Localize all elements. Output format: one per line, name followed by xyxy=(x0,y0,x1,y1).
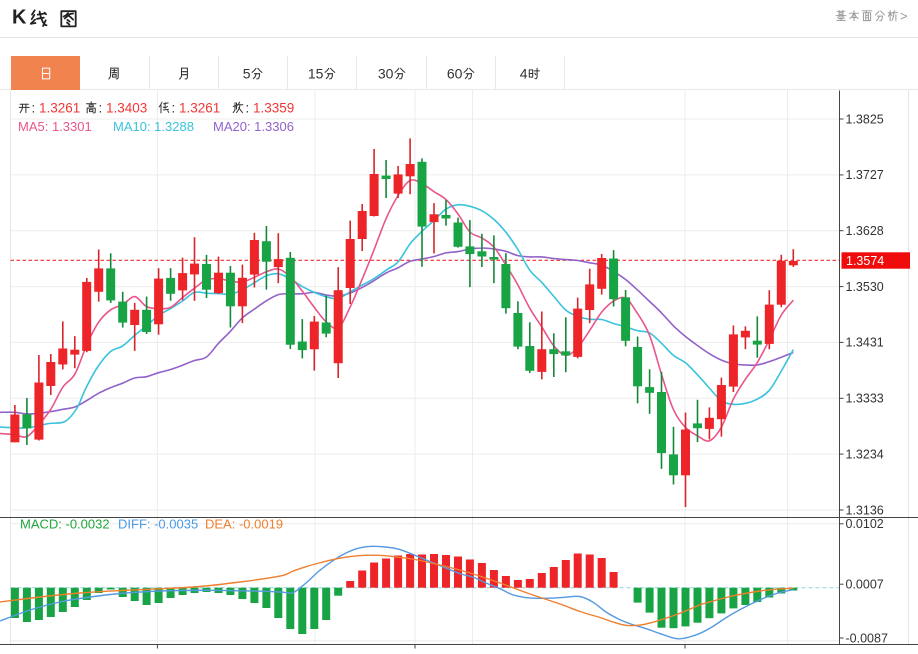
svg-text:15: 15 xyxy=(308,65,324,81)
svg-text:MA20: 1.3306: MA20: 1.3306 xyxy=(213,119,294,134)
svg-text::: : xyxy=(172,101,176,116)
svg-text:1.3403: 1.3403 xyxy=(106,101,147,116)
svg-text:1.3359: 1.3359 xyxy=(253,101,294,116)
svg-text:K: K xyxy=(12,7,27,29)
svg-text:MA5: 1.3301: MA5: 1.3301 xyxy=(18,119,92,134)
svg-text:4: 4 xyxy=(520,65,528,81)
svg-text:0.0007: 0.0007 xyxy=(846,578,884,592)
svg-text:1.3136: 1.3136 xyxy=(846,503,884,517)
svg-text:-0.0087: -0.0087 xyxy=(846,631,888,645)
svg-text:DEA: -0.0019: DEA: -0.0019 xyxy=(205,517,283,532)
svg-text:MA10: 1.3288: MA10: 1.3288 xyxy=(113,119,194,134)
svg-text:1.3727: 1.3727 xyxy=(846,168,884,182)
svg-text:60: 60 xyxy=(447,65,463,81)
svg-text::: : xyxy=(99,101,103,116)
svg-text:DIFF: -0.0035: DIFF: -0.0035 xyxy=(118,517,198,532)
svg-text:1.3431: 1.3431 xyxy=(846,336,884,350)
svg-text:30: 30 xyxy=(377,65,393,81)
svg-text:1.3825: 1.3825 xyxy=(846,112,884,126)
svg-text:1.3234: 1.3234 xyxy=(846,447,884,461)
svg-text:1.3261: 1.3261 xyxy=(179,101,220,116)
svg-text:>: > xyxy=(900,9,908,24)
svg-text:MACD: -0.0032: MACD: -0.0032 xyxy=(20,517,110,532)
svg-text:0.0102: 0.0102 xyxy=(846,517,884,531)
svg-text:1.3530: 1.3530 xyxy=(846,280,884,294)
svg-text::: : xyxy=(246,101,250,116)
svg-text:1.3574: 1.3574 xyxy=(846,254,884,268)
svg-text:1.3333: 1.3333 xyxy=(846,392,884,406)
svg-text:1.3628: 1.3628 xyxy=(846,224,884,238)
svg-text::: : xyxy=(32,101,36,116)
svg-text:1.3261: 1.3261 xyxy=(39,101,80,116)
svg-text:5: 5 xyxy=(243,65,251,81)
